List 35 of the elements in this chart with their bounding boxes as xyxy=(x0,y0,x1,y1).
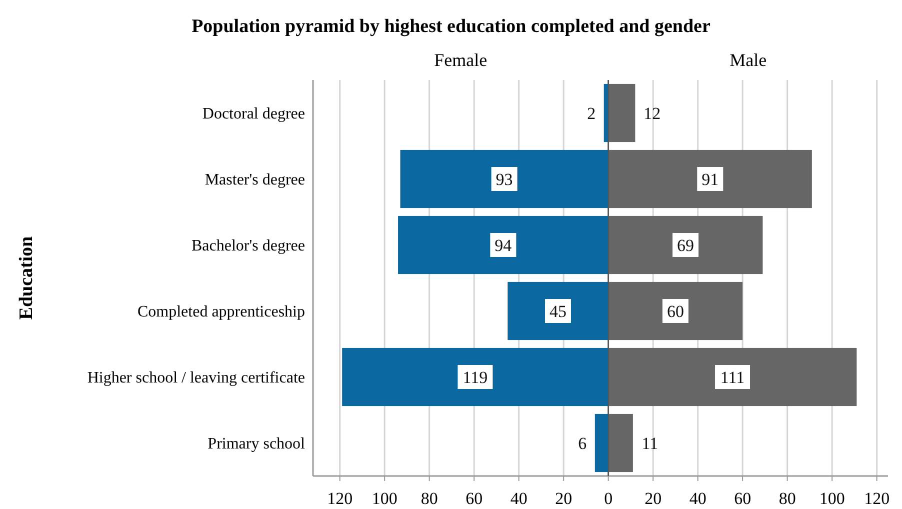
y-tick-label: Primary school xyxy=(208,436,306,453)
x-tick-label: 100 xyxy=(372,489,398,508)
x-tick-label: 120 xyxy=(327,489,353,508)
data-label: 94 xyxy=(494,236,512,255)
x-tick-label: 20 xyxy=(644,489,662,508)
x-tick-label: 120 xyxy=(864,489,890,508)
y-tick-label: Master's degree xyxy=(204,172,305,189)
data-label: 2 xyxy=(587,104,596,123)
x-tick-label: 80 xyxy=(420,489,438,508)
data-label: 69 xyxy=(677,236,694,255)
text: Male xyxy=(730,50,767,70)
x-tick-label: 60 xyxy=(734,489,752,508)
y-tick-label: Higher school / leaving certificate xyxy=(87,370,305,387)
data-label: 93 xyxy=(496,170,513,189)
x-tick-label: 40 xyxy=(689,489,706,508)
data-label: 119 xyxy=(462,368,488,387)
y-tick-label: Completed apprenticeship xyxy=(137,304,305,321)
text: Female xyxy=(434,50,488,70)
x-tick-label: 100 xyxy=(819,489,845,508)
data-label: 111 xyxy=(720,368,745,387)
data-label: 45 xyxy=(549,302,566,321)
x-tick-label: 60 xyxy=(466,489,483,508)
x-tick-label: 0 xyxy=(604,489,613,508)
y-axis-title: Education xyxy=(16,236,37,320)
x-tick-label: 40 xyxy=(510,489,528,508)
x-tick-label: 20 xyxy=(555,489,572,508)
data-label: 91 xyxy=(702,170,719,189)
y-tick-label: Bachelor's degree xyxy=(192,238,305,255)
data-label: 12 xyxy=(644,104,661,123)
data-label: 60 xyxy=(666,302,684,321)
data-label: 11 xyxy=(642,434,658,453)
chart-title: Population pyramid by highest education completed and gender xyxy=(192,16,711,37)
y-tick-label: Doctoral degree xyxy=(202,106,305,123)
data-label: 6 xyxy=(578,434,587,453)
x-tick-label: 80 xyxy=(778,489,796,508)
